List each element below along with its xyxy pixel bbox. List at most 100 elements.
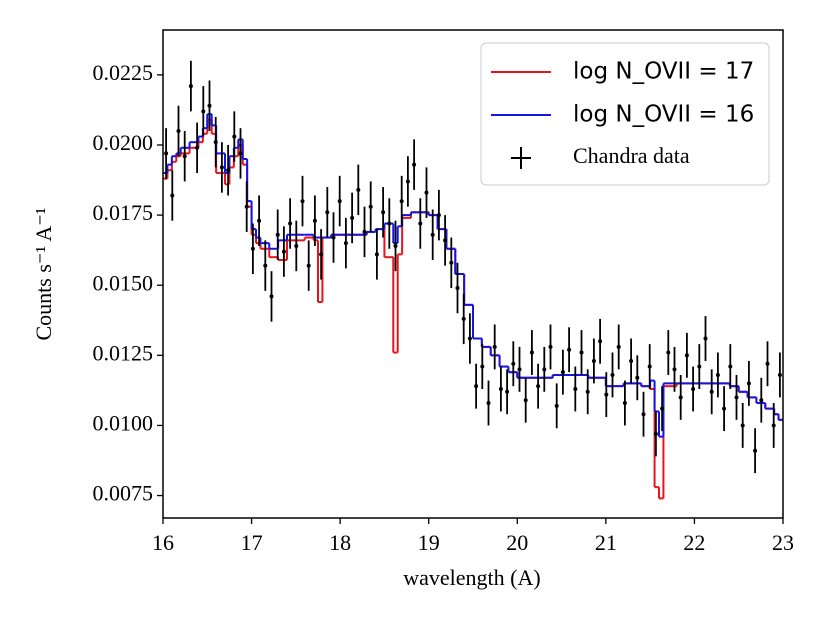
x-tick-label: 16 (152, 530, 174, 555)
data-point (647, 364, 652, 369)
data-point (734, 395, 739, 400)
x-tick-label: 23 (772, 530, 794, 555)
data-point (232, 134, 237, 139)
data-point (374, 252, 379, 257)
data-point (480, 364, 485, 369)
data-point (207, 103, 212, 108)
data-point (567, 347, 572, 352)
y-tick-label: 0.0200 (93, 130, 154, 155)
x-tick-label: 20 (506, 530, 528, 555)
data-point (362, 229, 367, 234)
legend-label: log N_OVII = 17 (573, 59, 754, 85)
data-point (579, 350, 584, 355)
data-point (715, 372, 720, 377)
data-point (771, 423, 776, 428)
data-point (356, 187, 361, 192)
data-point (257, 218, 262, 223)
data-point (288, 221, 293, 226)
data-point (213, 140, 218, 145)
legend-box (480, 42, 770, 186)
data-point (666, 350, 671, 355)
data-point (765, 361, 770, 366)
y-tick-label: 0.0150 (93, 270, 154, 295)
data-point (653, 431, 658, 436)
data-point (554, 403, 559, 408)
data-point (598, 339, 603, 344)
data-point (393, 243, 398, 248)
data-point (381, 210, 386, 215)
data-point (703, 336, 708, 341)
y-tick-label: 0.0100 (93, 410, 154, 435)
data-point (436, 213, 441, 218)
data-point (604, 392, 609, 397)
data-point (672, 367, 677, 372)
x-axis-label: wavelength (A) (403, 565, 540, 590)
data-point (542, 367, 547, 372)
data-point (777, 372, 782, 377)
data-point (319, 252, 324, 257)
y-tick-label: 0.0125 (93, 340, 154, 365)
legend-label: Chandra data (573, 143, 690, 168)
data-point (399, 199, 404, 204)
data-point (505, 389, 510, 394)
data-point (325, 210, 330, 215)
x-tick-label: 18 (329, 530, 351, 555)
axes-frame (162, 29, 784, 519)
data-point (560, 370, 565, 375)
data-point (170, 193, 175, 198)
data-point (331, 235, 336, 240)
data-point (722, 406, 727, 411)
data-point (306, 263, 311, 268)
data-point (746, 381, 751, 386)
data-point (591, 358, 596, 363)
data-point (511, 361, 516, 366)
data-point (548, 344, 553, 349)
data-point (368, 204, 373, 209)
y-axis-label: Counts s⁻¹ A⁻¹ (31, 208, 56, 341)
data-point (474, 384, 479, 389)
data-point (455, 286, 460, 291)
data-point (536, 384, 541, 389)
y-tick-label: 0.0075 (93, 481, 154, 506)
data-point (678, 395, 683, 400)
x-tick-label: 19 (418, 530, 440, 555)
data-point (195, 145, 200, 150)
data-point (219, 165, 224, 170)
data-point (263, 263, 268, 268)
data-point (300, 199, 305, 204)
data-point (337, 199, 342, 204)
data-point (660, 406, 665, 411)
data-point (176, 128, 181, 133)
legend-label: log N_OVII = 16 (573, 102, 754, 128)
data-point (350, 215, 355, 220)
data-point (697, 364, 702, 369)
data-point (281, 249, 286, 254)
data-point (486, 401, 491, 406)
data-point (498, 386, 503, 391)
data-point (523, 398, 528, 403)
data-point (629, 358, 634, 363)
data-point (684, 353, 689, 358)
data-point (312, 218, 317, 223)
plot-area (163, 60, 783, 500)
data-point (461, 316, 466, 321)
data-point (238, 151, 243, 156)
y-tick-label: 0.0225 (93, 60, 154, 85)
data-point (182, 154, 187, 159)
data-point (188, 84, 193, 89)
data-point (728, 364, 733, 369)
data-point (412, 162, 417, 167)
data-point (691, 386, 696, 391)
data-point (635, 375, 640, 380)
data-point (467, 336, 472, 341)
data-point (424, 190, 429, 195)
data-point (430, 232, 435, 237)
data-point (709, 389, 714, 394)
data-point (641, 412, 646, 417)
data-point (275, 232, 280, 237)
data-point (622, 401, 627, 406)
data-point (387, 221, 392, 226)
data-point (343, 241, 348, 246)
data-point (405, 179, 410, 184)
